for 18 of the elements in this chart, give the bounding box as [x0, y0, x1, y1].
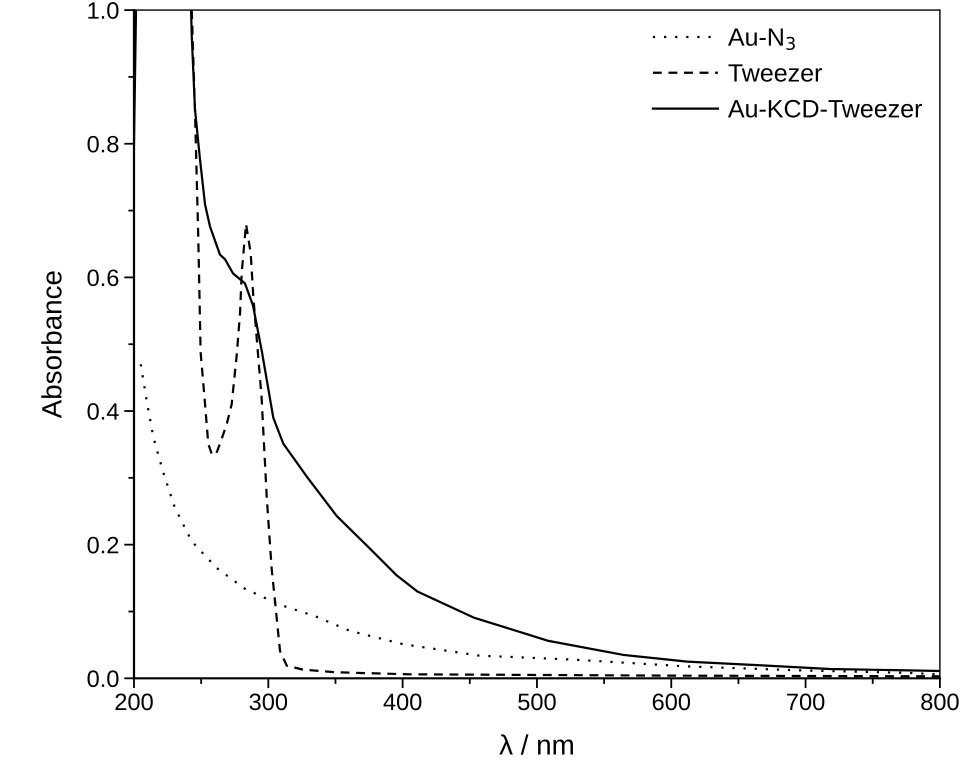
legend-label: Au-N$_{3}$ — [728, 28, 795, 50]
x-tick-label: 600 — [652, 694, 690, 710]
x-axis-title: λ / nm — [499, 734, 573, 755]
x-tick-label: 700 — [787, 694, 824, 710]
y-tick-label: 0.0 — [88, 670, 118, 688]
y-tick-label: 1.0 — [88, 2, 118, 19]
legend-label: Tweezer — [728, 64, 822, 82]
y-tick-label: 0.6 — [88, 269, 118, 286]
x-tick-label: 400 — [383, 694, 422, 710]
x-tick-label: 200 — [115, 694, 153, 710]
y-axis-title: Absorbance — [41, 271, 62, 418]
legend-label: Au-KCD-Tweezer — [728, 100, 922, 118]
y-tick-label: 0.2 — [88, 536, 118, 554]
y-tick-label: 0.4 — [88, 403, 119, 420]
y-tick-label: 0.8 — [88, 136, 118, 153]
x-tick-label: 300 — [250, 694, 288, 710]
x-tick-label: 800 — [921, 694, 959, 710]
x-tick-label: 500 — [518, 694, 556, 710]
